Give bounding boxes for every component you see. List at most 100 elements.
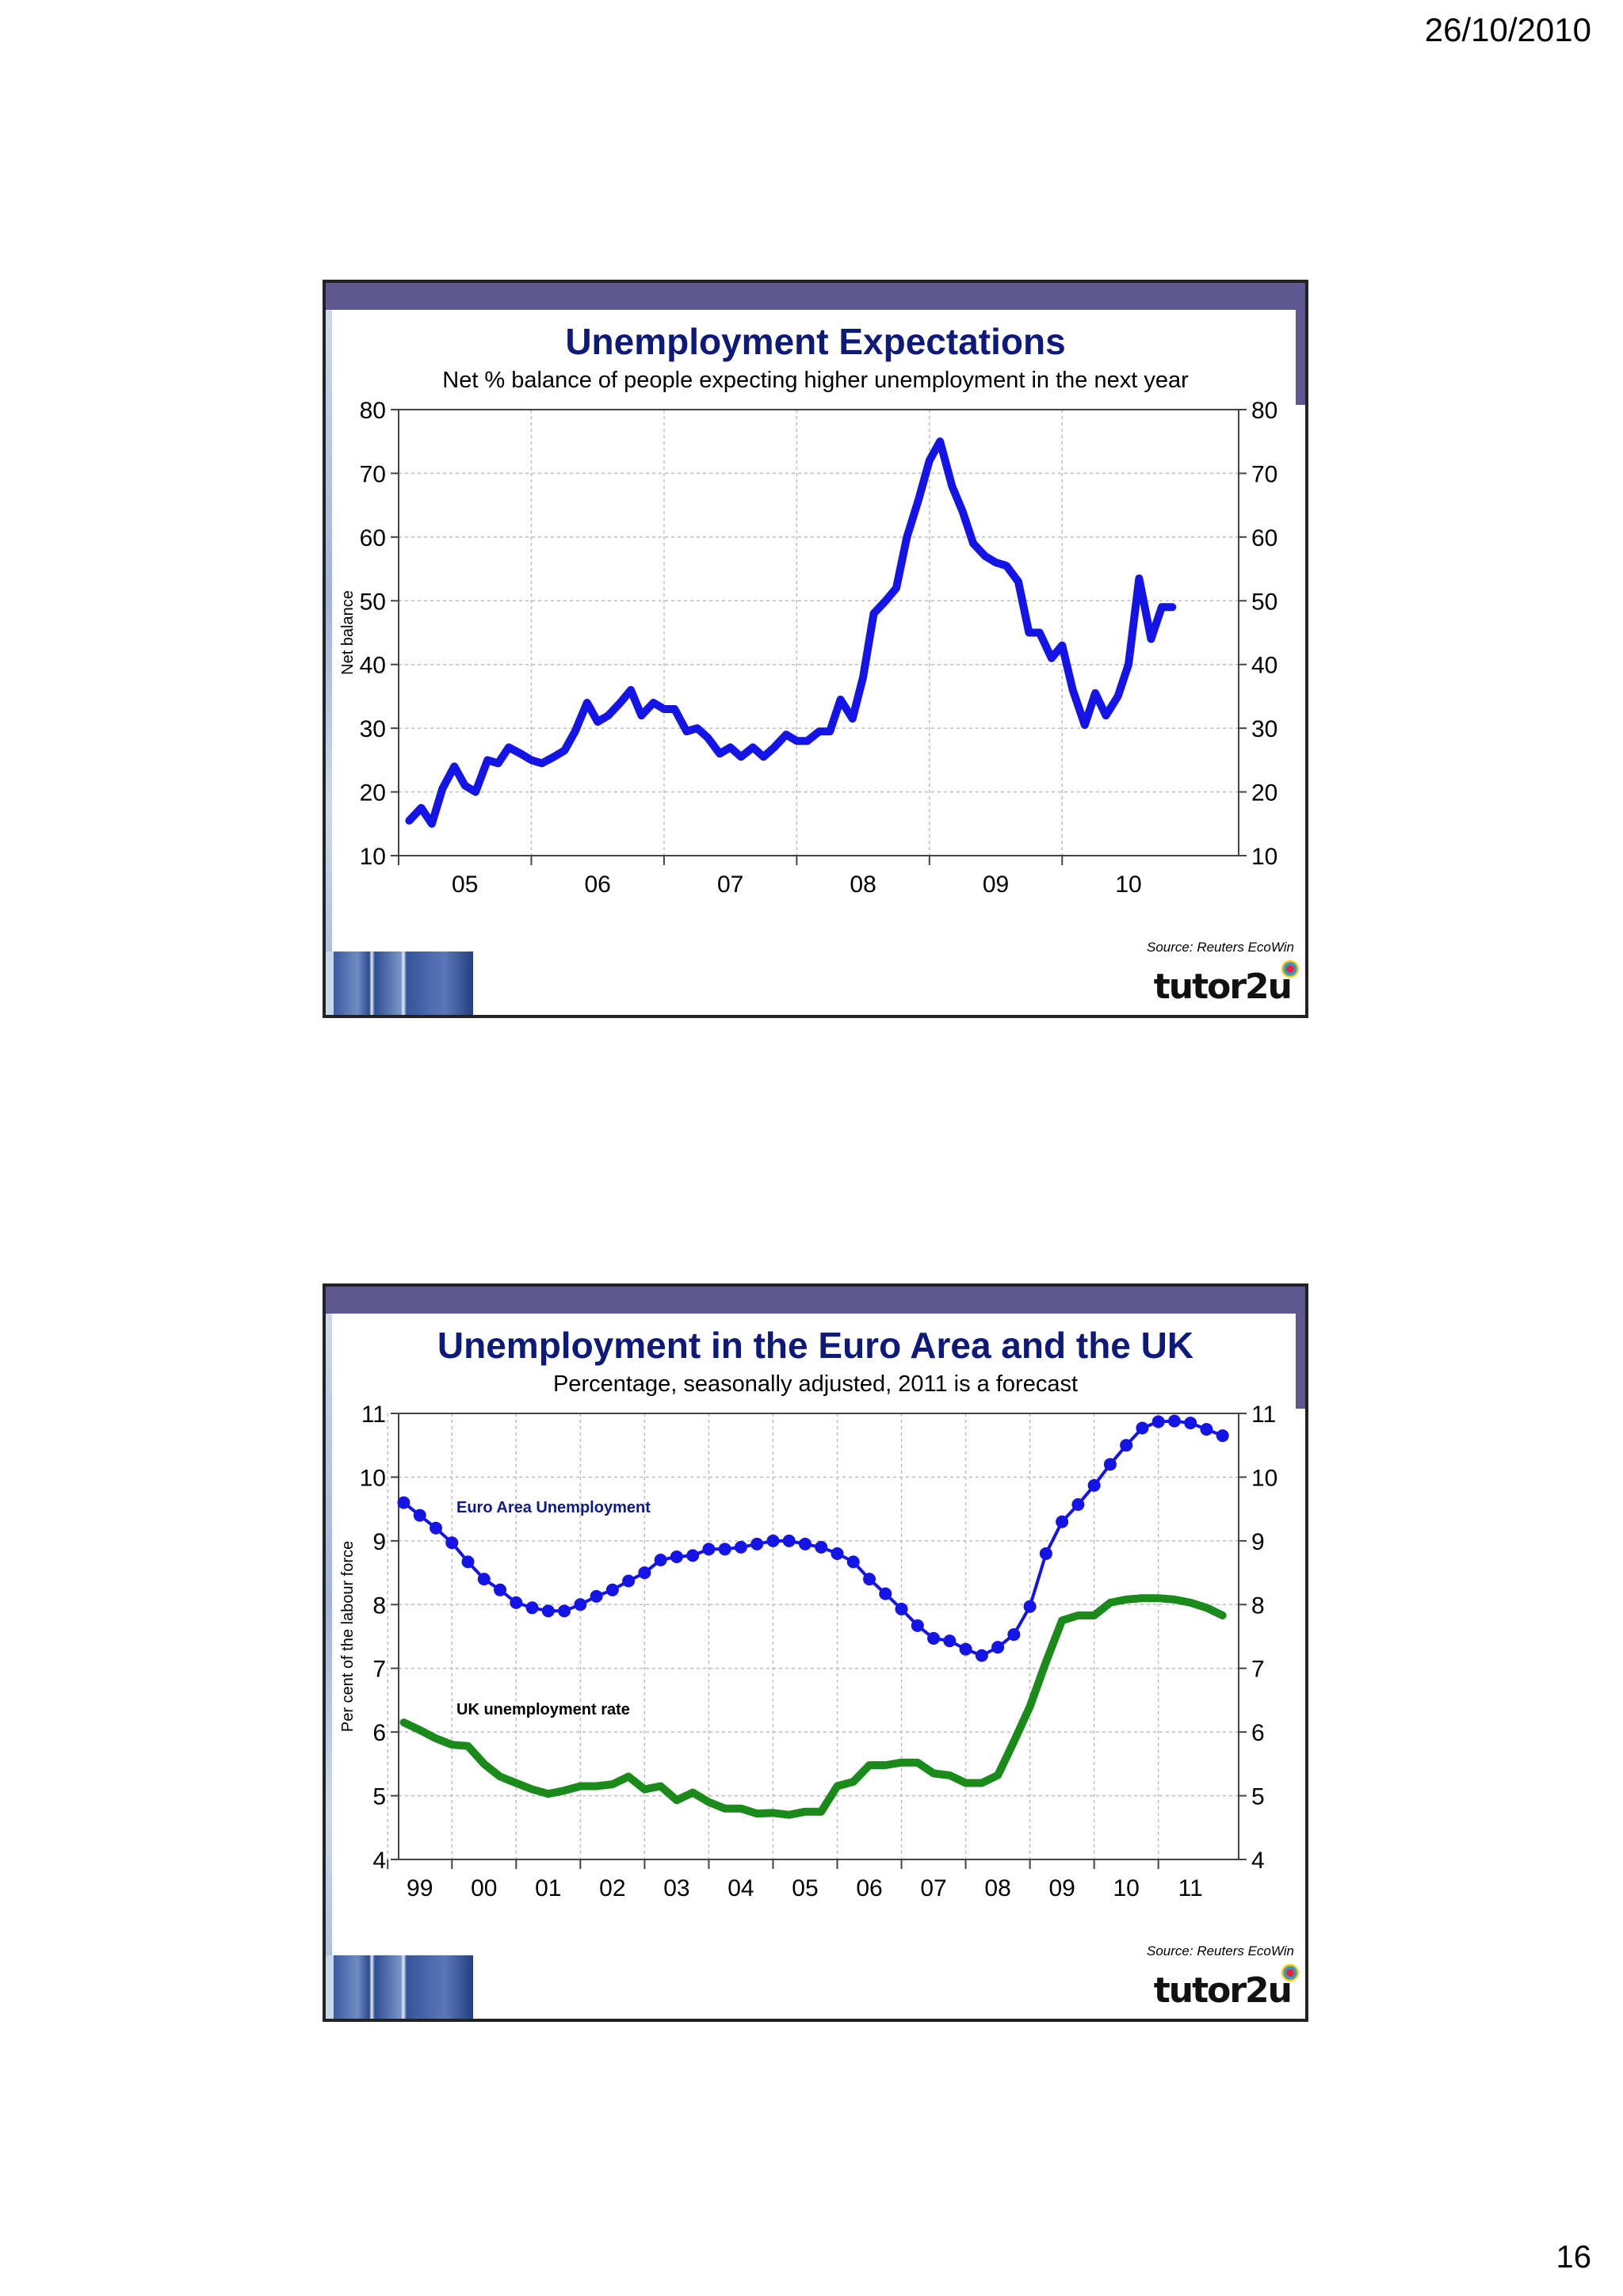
series-point [638,1566,651,1580]
x-tick-label: 06 [856,1875,882,1901]
series-point [831,1547,844,1560]
y-tick-label-right: 50 [1251,589,1277,615]
logo-burst-icon [1281,960,1299,978]
y-tick-label-left: 70 [360,461,386,487]
y-tick-label-right: 9 [1251,1529,1265,1555]
series-point [1184,1417,1197,1430]
y-tick-label-right: 40 [1251,653,1277,679]
series-point [541,1604,555,1618]
page-date: 26/10/2010 [1424,11,1591,48]
x-tick-label: 08 [984,1875,1010,1901]
chart-subtitle: Percentage, seasonally adjusted, 2011 is… [553,1371,1078,1397]
slide-unemployment-expectations: Unemployment Expectations Net % balance o… [323,280,1308,1018]
series-point [1039,1547,1052,1560]
series-point [461,1555,475,1569]
y-tick-label-right: 70 [1251,461,1277,487]
chart-unemployment-euro-uk: Unemployment in the Euro Area and the UK… [339,1325,1294,1958]
series-point [766,1534,780,1547]
chart-subtitle: Net % balance of people expecting higher… [442,368,1189,393]
y-tick-label-left: 5 [372,1784,386,1810]
x-tick-label: 08 [850,871,876,898]
y-tick-label-right: 7 [1251,1657,1265,1683]
y-tick-label-left: 30 [360,716,386,742]
y-tick-label-left: 60 [360,525,386,551]
series-point [413,1508,426,1522]
series-point [750,1537,764,1550]
y-tick-label-right: 10 [1251,1465,1277,1491]
series-point [991,1641,1005,1654]
y-tick-label-right: 30 [1251,716,1277,742]
y-tick-label-left: 10 [360,844,386,870]
x-tick-label: 07 [920,1875,946,1901]
series-point [558,1604,571,1618]
x-tick-label: 03 [663,1875,689,1901]
series-point [1007,1628,1021,1642]
y-tick-label-right: 80 [1251,398,1277,424]
series-point [670,1550,683,1563]
slide-unemployment-euro-uk: Unemployment in the Euro Area and the UK… [323,1283,1308,2022]
series-point [1151,1415,1165,1428]
x-tick-label: 07 [717,871,743,898]
series-point [430,1521,443,1535]
x-tick-label: 06 [584,871,610,898]
series-point [718,1543,731,1556]
y-tick-label-left: 9 [372,1529,386,1555]
y-tick-label-right: 4 [1251,1848,1265,1874]
series-point [943,1634,957,1648]
y-tick-label-right: 10 [1251,844,1277,870]
source-note: Source: Reuters EcoWin [1147,1943,1294,1958]
y-tick-label-left: 80 [360,398,386,424]
series-point [510,1596,523,1609]
y-tick-label-left: 50 [360,589,386,615]
y-axis-label: Net balance [339,590,357,675]
x-tick-label: 02 [599,1875,625,1901]
series-point [445,1536,459,1550]
series-point [846,1555,860,1569]
y-tick-label-left: 7 [372,1657,386,1683]
y-tick-label-left: 11 [361,1402,386,1428]
plot-frame [398,1413,1239,1860]
series-point [477,1573,491,1586]
y-axis-label: Per cent of the labour force [339,1541,357,1732]
slide-decorative-photo [326,1955,473,2019]
slide-background-strip [326,310,332,1015]
y-tick-label-right: 20 [1251,780,1277,807]
y-tick-label-right: 5 [1251,1784,1265,1810]
source-note: Source: Reuters EcoWin [1147,940,1294,955]
series-label: Euro Area Unemployment [456,1499,651,1516]
series-point [863,1573,876,1586]
y-tick-label-left: 10 [360,1465,386,1491]
slide-side-bar [1296,310,1305,405]
chart-title: Unemployment in the Euro Area and the UK [437,1325,1193,1366]
y-tick-label-right: 60 [1251,525,1277,551]
series-point [1071,1498,1085,1512]
logo-burst-icon [1281,1964,1299,1981]
series-point [1120,1439,1133,1452]
series-point [686,1549,700,1562]
slide-header-bar [326,1287,1305,1314]
series-point [1136,1421,1149,1435]
y-tick-label-left: 6 [372,1720,386,1746]
series-point [654,1553,667,1566]
series-point [1103,1458,1117,1471]
series-point [494,1583,507,1596]
y-tick-label-right: 11 [1251,1402,1276,1428]
x-tick-label: 10 [1113,1875,1139,1901]
y-tick-label-left: 8 [372,1592,386,1619]
series-point [975,1649,988,1662]
series-point [1087,1478,1101,1492]
tutor2u-logo: tutor2u [1154,1964,1299,2011]
tutor2u-logo: tutor2u [1154,960,1299,1007]
y-tick-label-left: 20 [360,780,386,807]
x-tick-label: 11 [1178,1875,1203,1901]
slide-side-bar [1296,1314,1305,1409]
plot-frame [398,409,1239,856]
series-point [622,1574,636,1588]
x-tick-label: 09 [1048,1875,1075,1901]
series-line-0 [402,1419,1224,1657]
series-point [1023,1600,1037,1613]
series-point [911,1619,924,1632]
x-tick-label: 99 [407,1875,433,1901]
series-line-1 [399,1594,1227,1819]
series-point [879,1587,892,1600]
